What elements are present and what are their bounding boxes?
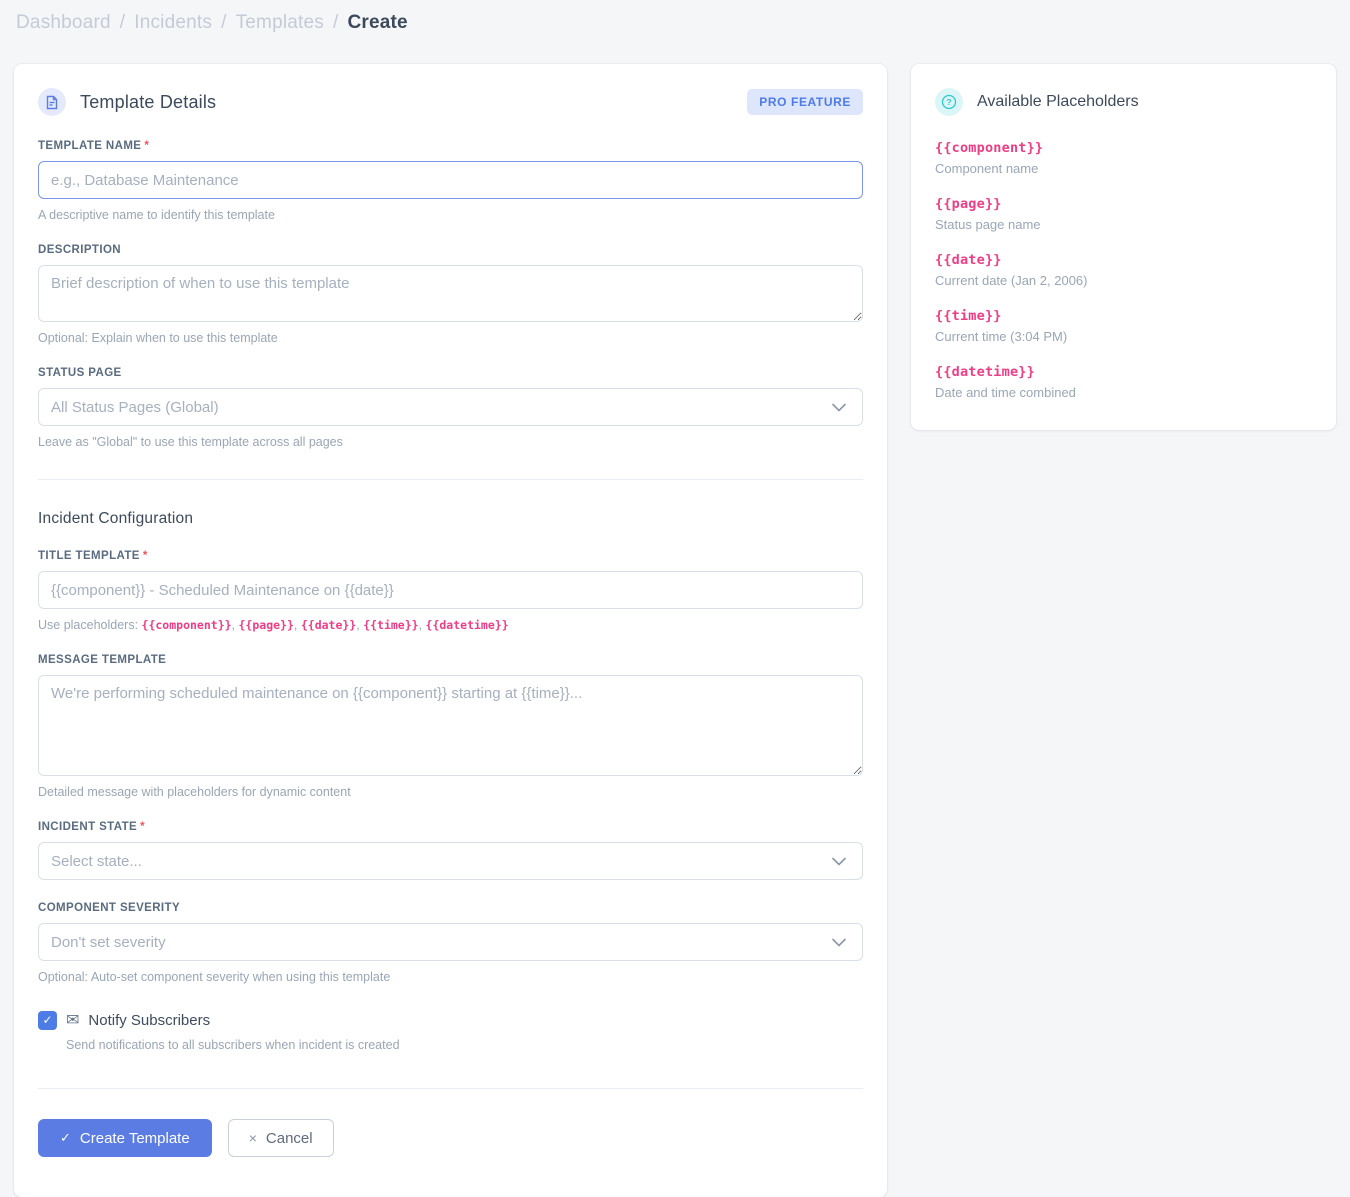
message-template-group: MESSAGE TEMPLATE Detailed message with p…	[38, 654, 863, 799]
description-textarea[interactable]	[38, 265, 863, 322]
form-actions: ✓ Create Template × Cancel	[38, 1119, 863, 1157]
list-item: {{page}} Status page name	[935, 196, 1312, 232]
template-name-input[interactable]	[38, 161, 863, 199]
placeholder-description: Current date (Jan 2, 2006)	[935, 273, 1088, 288]
list-item: {{date}} Current date (Jan 2, 2006)	[935, 252, 1312, 288]
message-template-helper: Detailed message with placeholders for d…	[38, 785, 351, 799]
notify-subscribers-label[interactable]: Notify Subscribers	[88, 1011, 211, 1029]
placeholder-description: Status page name	[935, 217, 1041, 232]
breadcrumb-create: Create	[347, 12, 408, 33]
breadcrumb-templates[interactable]: Templates	[235, 12, 324, 33]
description-label: DESCRIPTION	[38, 244, 121, 256]
placeholder-code: {{time}}	[363, 618, 419, 632]
page-layout: Template Details PRO FEATURE TEMPLATE NA…	[0, 64, 1350, 1197]
chevron-down-icon	[832, 857, 846, 866]
required-asterisk: *	[142, 550, 148, 562]
description-group: DESCRIPTION Optional: Explain when to us…	[38, 244, 863, 345]
list-item: {{datetime}} Date and time combined	[935, 364, 1312, 400]
incident-state-label: INCIDENT STATE *	[38, 821, 145, 833]
title-template-input[interactable]	[38, 571, 863, 609]
title-template-helper: Use placeholders: {{component}}, {{page}…	[38, 618, 509, 632]
chevron-down-icon	[832, 938, 846, 947]
template-name-group: TEMPLATE NAME* A descriptive name to ide…	[38, 140, 863, 222]
envelope-icon: ✉	[66, 1012, 80, 1029]
required-asterisk: *	[144, 140, 150, 152]
chevron-down-icon	[832, 403, 846, 412]
message-template-textarea[interactable]	[38, 675, 863, 776]
incident-state-group: INCIDENT STATE * Select state...	[38, 821, 863, 880]
document-icon	[38, 88, 66, 116]
required-asterisk: *	[140, 821, 145, 833]
card-header: Template Details PRO FEATURE	[38, 88, 863, 116]
list-item: {{time}} Current time (3:04 PM)	[935, 308, 1312, 344]
incident-configuration-title: Incident Configuration	[38, 510, 194, 527]
question-icon: ?	[935, 88, 963, 116]
footer-divider	[38, 1088, 863, 1089]
placeholder-code: {{datetime}}	[935, 364, 1035, 380]
placeholder-code: {{datetime}}	[425, 618, 509, 632]
template-name-helper: A descriptive name to identify this temp…	[38, 208, 275, 222]
placeholder-code: {{component}}	[935, 140, 1044, 156]
placeholder-code: {{time}}	[935, 308, 1002, 324]
component-severity-value: Don't set severity	[51, 933, 166, 951]
component-severity-group: COMPONENT SEVERITY Don't set severity Op…	[38, 902, 863, 984]
check-icon: ✓	[60, 1130, 71, 1145]
title-template-group: TITLE TEMPLATE* Use placeholders: {{comp…	[38, 550, 863, 632]
placeholder-code: {{page}}	[238, 618, 294, 632]
breadcrumb-separator: /	[119, 12, 126, 33]
svg-text:?: ?	[946, 97, 951, 107]
status-page-label: STATUS PAGE	[38, 367, 122, 379]
component-severity-select[interactable]: Don't set severity	[38, 923, 863, 961]
breadcrumb: Dashboard / Incidents / Templates / Create	[0, 0, 1350, 34]
component-severity-label: COMPONENT SEVERITY	[38, 902, 181, 914]
breadcrumb-dashboard[interactable]: Dashboard	[16, 12, 111, 33]
status-page-helper: Leave as "Global" to use this template a…	[38, 435, 343, 449]
title-template-label: TITLE TEMPLATE *	[38, 550, 148, 562]
placeholder-code: {{date}}	[935, 252, 1002, 268]
placeholder-description: Date and time combined	[935, 385, 1076, 400]
incident-state-value: Select state...	[51, 852, 142, 870]
message-template-label: MESSAGE TEMPLATE	[38, 654, 167, 666]
section-divider	[38, 479, 863, 480]
list-item: {{component}} Component name	[935, 140, 1312, 176]
breadcrumb-separator: /	[221, 12, 227, 33]
cancel-button[interactable]: × Cancel	[227, 1119, 334, 1157]
notify-subscribers-helper: Send notifications to all subscribers wh…	[66, 1038, 400, 1052]
placeholder-description: Current time (3:04 PM)	[935, 329, 1068, 344]
sidebar-title: Available Placeholders	[977, 93, 1139, 110]
close-icon: ×	[248, 1130, 257, 1146]
breadcrumb-incidents[interactable]: Incidents	[134, 12, 213, 33]
create-template-button[interactable]: ✓ Create Template	[38, 1119, 212, 1157]
template-name-label: TEMPLATE NAME *	[38, 140, 150, 152]
status-page-select[interactable]: All Status Pages (Global)	[38, 388, 863, 426]
notify-subscribers-row: ✓ ✉ Notify Subscribers	[38, 1010, 863, 1030]
page-title: Template Details	[80, 91, 217, 112]
available-placeholders-card: ? Available Placeholders {{component}} C…	[911, 64, 1336, 430]
breadcrumb-separator: /	[332, 12, 339, 33]
sidebar-header: ? Available Placeholders	[935, 88, 1312, 116]
description-helper: Optional: Explain when to use this templ…	[38, 331, 278, 345]
notify-subscribers-checkbox[interactable]: ✓	[38, 1010, 57, 1030]
placeholder-code: {{page}}	[935, 196, 1002, 212]
placeholder-list: {{component}} Component name {{page}} St…	[935, 140, 1312, 400]
component-severity-helper: Optional: Auto-set component severity wh…	[38, 970, 391, 984]
template-details-card: Template Details PRO FEATURE TEMPLATE NA…	[14, 64, 887, 1197]
incident-state-select[interactable]: Select state...	[38, 842, 863, 880]
placeholder-code: {{date}}	[300, 618, 357, 632]
placeholder-description: Component name	[935, 161, 1039, 176]
status-page-group: STATUS PAGE All Status Pages (Global) Le…	[38, 367, 863, 449]
placeholder-code: {{component}}	[141, 618, 232, 632]
pro-feature-badge: PRO FEATURE	[747, 89, 863, 115]
status-page-value: All Status Pages (Global)	[51, 398, 219, 416]
